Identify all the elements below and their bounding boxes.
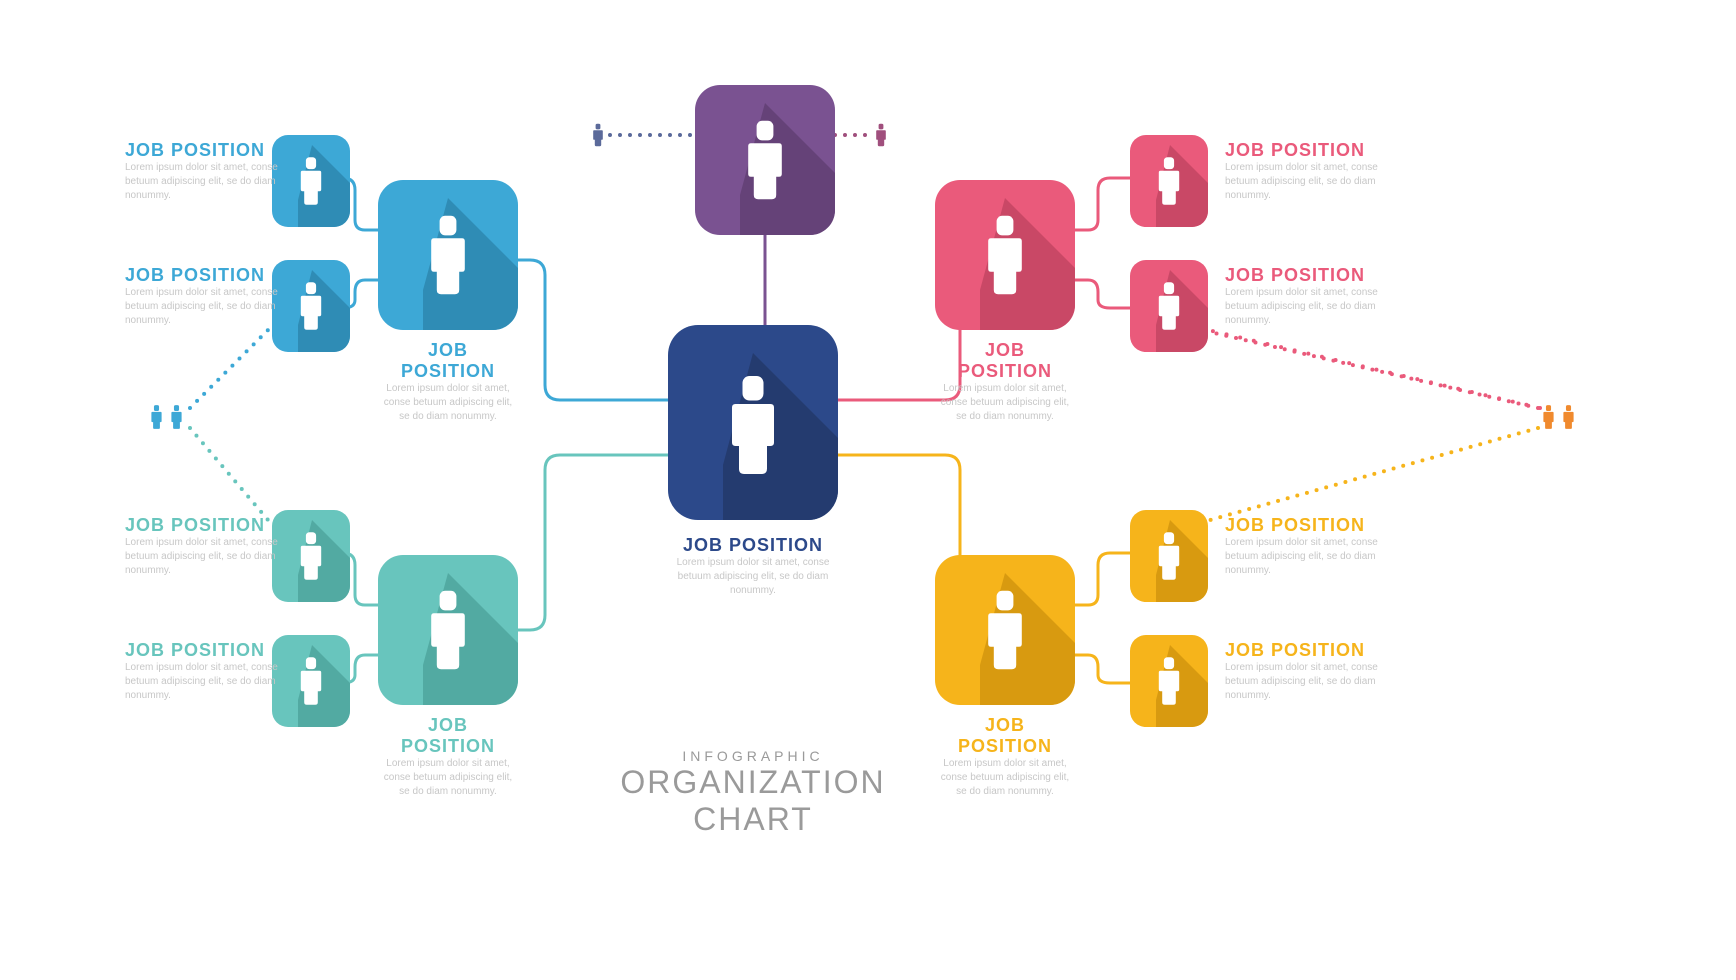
label-teal-md: JOB POSITION Lorem ipsum dolor sit amet,…	[378, 715, 518, 799]
label-yellow-s2: JOB POSITION Lorem ipsum dolor sit amet,…	[1225, 640, 1395, 703]
node-pink-md	[935, 180, 1075, 330]
person-icon	[378, 555, 518, 705]
node-center	[668, 325, 838, 520]
label-blue-s2: JOB POSITION Lorem ipsum dolor sit amet,…	[125, 265, 295, 328]
label-teal-s1: JOB POSITION Lorem ipsum dolor sit amet,…	[125, 515, 295, 578]
edge-right-pair-upper	[1210, 332, 1538, 408]
label-blue-s1: JOB POSITION Lorem ipsum dolor sit amet,…	[125, 140, 295, 203]
mini-top-right	[873, 118, 889, 152]
edge-yellow-s1	[1075, 553, 1130, 605]
label-pink-s1: JOB POSITION Lorem ipsum dolor sit amet,…	[1225, 140, 1395, 203]
node-pink-s1	[1130, 135, 1208, 227]
org-chart-stage: JOB POSITION Lorem ipsum dolor sit amet,…	[0, 0, 1736, 980]
person-icon	[668, 325, 838, 520]
node-pink-s2	[1130, 260, 1208, 352]
edge-left-pair-down	[190, 428, 268, 520]
node-blue-md	[378, 180, 518, 330]
node-teal-md	[378, 555, 518, 705]
label-pink-s2: JOB POSITION Lorem ipsum dolor sit amet,…	[1225, 265, 1395, 328]
edge-pink-s1	[1075, 178, 1130, 230]
node-yellow-md	[935, 555, 1075, 705]
person-icon	[695, 85, 835, 235]
person-icon	[1130, 510, 1208, 602]
edge-left-pair-up	[190, 330, 268, 408]
node-yellow-s1	[1130, 510, 1208, 602]
mini-left-pair	[148, 398, 188, 436]
label-center: JOB POSITION Lorem ipsum dolor sit amet,…	[668, 535, 838, 598]
person-icon	[1130, 635, 1208, 727]
node-top	[695, 85, 835, 235]
label-teal-s2: JOB POSITION Lorem ipsum dolor sit amet,…	[125, 640, 295, 703]
edge-pink-s2	[1075, 280, 1130, 308]
person-icon	[378, 180, 518, 330]
edge-right-pair-down	[1210, 428, 1538, 520]
person-icon	[1130, 260, 1208, 352]
label-blue-md: JOB POSITION Lorem ipsum dolor sit amet,…	[378, 340, 518, 424]
edge-right-pair-up	[1208, 330, 1540, 408]
label-yellow-s1: JOB POSITION Lorem ipsum dolor sit amet,…	[1225, 515, 1395, 578]
person-icon	[935, 555, 1075, 705]
chart-title: INFOGRAPHIC ORGANIZATION CHART	[618, 748, 888, 838]
label-yellow-md: JOB POSITION Lorem ipsum dolor sit amet,…	[935, 715, 1075, 799]
node-yellow-s2	[1130, 635, 1208, 727]
edge-center-blue	[518, 260, 668, 400]
person-icon	[935, 180, 1075, 330]
person-icon	[1130, 135, 1208, 227]
mini-right-pair	[1540, 398, 1580, 436]
mini-top-left	[590, 118, 606, 152]
edge-center-teal	[518, 455, 668, 630]
edge-yellow-s2	[1075, 655, 1130, 683]
label-pink-md: JOB POSITION Lorem ipsum dolor sit amet,…	[935, 340, 1075, 424]
